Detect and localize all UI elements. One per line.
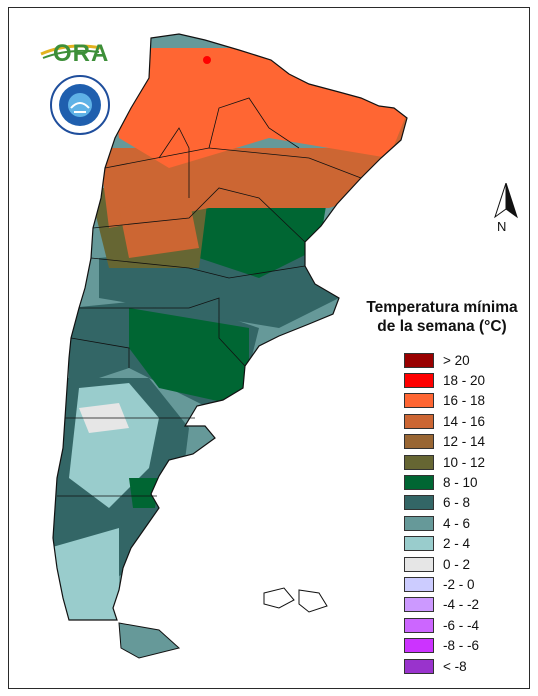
legend-swatch	[404, 515, 434, 531]
smn-logo	[49, 74, 111, 136]
legend-label: -6 - -4	[443, 617, 480, 633]
legend-label: 0 - 2	[443, 556, 471, 572]
ora-logo: ORA	[39, 38, 109, 72]
smn-emblem-icon	[50, 75, 110, 135]
legend-item: 12 - 14	[404, 432, 529, 452]
legend-item: 4 - 6	[404, 513, 529, 533]
legend-item: 18 - 20	[404, 370, 529, 390]
legend-label: 14 - 16	[443, 413, 486, 429]
legend-label: > 20	[443, 352, 470, 368]
legend-label: 4 - 6	[443, 515, 471, 531]
ora-logo-text: ORA	[53, 40, 110, 67]
legend-title-line1: Temperatura mínima	[366, 299, 518, 316]
legend-label: 18 - 20	[443, 373, 486, 389]
north-label: N	[497, 219, 507, 234]
ora-swoosh-icon	[40, 44, 102, 59]
malvinas-islands	[263, 587, 328, 613]
temperature-map	[52, 33, 408, 659]
legend-label: -8 - -6	[443, 638, 480, 654]
legend-item: -8 - -6	[404, 635, 529, 655]
legend-item: 16 - 18	[404, 391, 529, 411]
north-arrow: N	[491, 182, 521, 238]
legend-swatch	[404, 454, 434, 470]
legend-title: Temperatura mínima de la semana (°C)	[349, 298, 529, 336]
legend-label: 10 - 12	[443, 454, 486, 470]
legend: Temperatura mínima de la semana (°C) > 2…	[349, 298, 529, 676]
legend-item: 2 - 4	[404, 534, 529, 554]
legend-item: -2 - 0	[404, 574, 529, 594]
legend-swatch	[404, 434, 434, 450]
legend-item: 0 - 2	[404, 554, 529, 574]
legend-swatch	[404, 617, 434, 633]
legend-swatch	[404, 576, 434, 592]
legend-swatch	[404, 556, 434, 572]
legend-label: 16 - 18	[443, 393, 486, 409]
legend-label: 2 - 4	[443, 536, 471, 552]
map-frame: ORA	[8, 7, 530, 689]
legend-item: 14 - 16	[404, 411, 529, 431]
legend-item: 8 - 10	[404, 472, 529, 492]
legend-swatch	[404, 536, 434, 552]
legend-title-line2: de la semana (°C)	[377, 318, 507, 335]
legend-item: 6 - 8	[404, 493, 529, 513]
legend-swatch	[404, 597, 434, 613]
legend-swatch	[404, 495, 434, 511]
legend-label: -2 - 0	[443, 576, 475, 592]
legend-label: < -8	[443, 658, 467, 674]
legend-item: -6 - -4	[404, 615, 529, 635]
legend-label: -4 - -2	[443, 597, 480, 613]
legend-item: -4 - -2	[404, 595, 529, 615]
legend-swatch	[404, 393, 434, 409]
legend-label: 6 - 8	[443, 495, 471, 511]
north-arrow-icon	[494, 182, 518, 219]
legend-swatch	[404, 373, 434, 389]
legend-item: 10 - 12	[404, 452, 529, 472]
legend-item: > 20	[404, 350, 529, 370]
legend-swatch	[404, 413, 434, 429]
legend-label: 12 - 14	[443, 434, 486, 450]
legend-list: > 20 18 - 20 16 - 18 14 - 16 12 - 14 10 …	[349, 350, 529, 676]
legend-swatch	[404, 352, 434, 368]
legend-item: < -8	[404, 656, 529, 676]
legend-swatch	[404, 658, 434, 674]
legend-label: 8 - 10	[443, 475, 478, 491]
legend-swatch	[404, 475, 434, 491]
legend-swatch	[404, 638, 434, 654]
